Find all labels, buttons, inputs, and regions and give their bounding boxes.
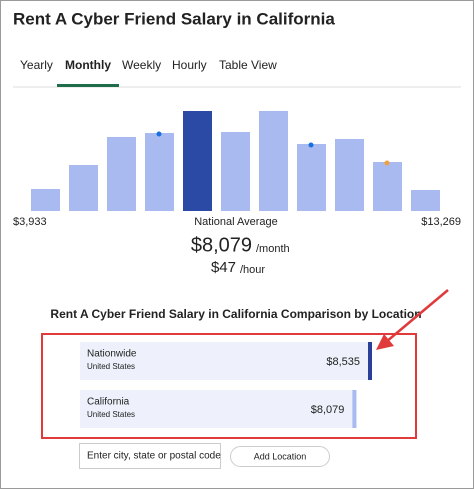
comparison-bar <box>80 390 357 428</box>
location-salary: $8,079 <box>311 404 345 416</box>
histogram-bar <box>411 190 440 211</box>
min-label: $3,933 <box>13 216 47 228</box>
arrow <box>385 289 449 343</box>
histogram-bar <box>107 137 136 211</box>
tab[interactable]: Table View <box>219 58 277 72</box>
histogram-bar <box>31 189 60 211</box>
location-name: California <box>87 397 130 408</box>
comparison-accent <box>368 342 372 380</box>
histogram <box>31 111 440 211</box>
tab-bar: Yearly Monthly Weekly Hourly Table View <box>20 58 277 87</box>
page-title: Rent A Cyber Friend Salary in California <box>13 9 335 28</box>
arrow-head <box>376 334 394 350</box>
histogram-bar <box>335 139 364 211</box>
histogram-bar <box>259 111 288 211</box>
tab[interactable]: Hourly <box>172 58 207 72</box>
add-location-label: Add Location <box>254 451 307 461</box>
highlight-box <box>41 333 417 439</box>
histogram-bar <box>221 132 250 211</box>
search-placeholder: Enter city, state or postal code <box>87 451 221 462</box>
location-name: Nationwide <box>87 349 137 360</box>
location-country: United States <box>87 362 135 371</box>
marker-dot <box>308 142 314 148</box>
hourly-salary: $47 <box>211 259 236 276</box>
tab[interactable]: Weekly <box>122 58 161 72</box>
tab[interactable]: Yearly <box>20 58 53 72</box>
histogram-bar <box>297 144 326 211</box>
monthly-salary: $8,079 <box>191 234 252 256</box>
tab[interactable]: Monthly <box>65 58 111 72</box>
add-location-button[interactable] <box>230 446 330 467</box>
histogram-bar <box>183 111 212 211</box>
comparison-list: Nationwide United States $8,535 California U… <box>80 342 372 428</box>
marker-dot <box>384 160 390 166</box>
histogram-bar <box>145 133 174 211</box>
max-label: $13,269 <box>421 216 461 228</box>
tab-underline <box>57 84 119 87</box>
monthly-unit: /month <box>256 243 290 255</box>
comparison-accent <box>352 390 357 428</box>
histogram-bar <box>69 165 98 211</box>
comparison-title: Rent A Cyber Friend Salary in California… <box>50 307 421 321</box>
search-input[interactable] <box>79 443 221 469</box>
hourly-unit: /hour <box>240 264 265 276</box>
comparison-bar <box>80 342 372 380</box>
histogram-bar <box>373 162 402 211</box>
location-country: United States <box>87 410 135 419</box>
location-salary: $8,535 <box>326 356 360 368</box>
center-label: National Average <box>194 216 278 228</box>
marker-dot <box>156 131 162 137</box>
